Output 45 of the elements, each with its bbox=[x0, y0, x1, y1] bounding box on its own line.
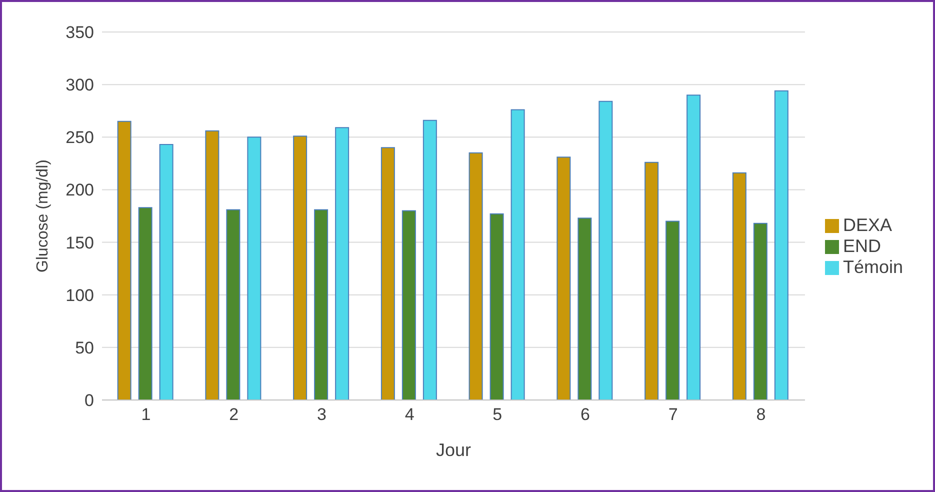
y-tick-label: 150 bbox=[66, 233, 94, 252]
bar bbox=[293, 136, 308, 400]
y-tick-label: 100 bbox=[66, 286, 94, 305]
y-tick-label: 0 bbox=[84, 391, 94, 410]
y-tick-label: 250 bbox=[66, 128, 94, 148]
bar bbox=[380, 147, 395, 400]
legend-label: DEXA bbox=[842, 214, 892, 234]
bar bbox=[468, 152, 483, 400]
bar bbox=[666, 220, 680, 400]
x-tick-label: 4 bbox=[404, 405, 414, 424]
bar bbox=[159, 144, 174, 400]
x-tick-label: 2 bbox=[229, 405, 239, 424]
x-tick-label: 6 bbox=[580, 405, 590, 424]
y-tick-label: 300 bbox=[66, 76, 94, 95]
bar bbox=[774, 90, 788, 400]
bar bbox=[117, 120, 132, 400]
y-axis-title: Glucose (mg/dl) bbox=[34, 160, 52, 272]
bar bbox=[490, 213, 504, 400]
bar bbox=[732, 172, 746, 400]
bar bbox=[422, 120, 437, 400]
bar bbox=[686, 94, 701, 400]
x-tick-label: 5 bbox=[492, 405, 502, 424]
x-axis-title: Jour bbox=[436, 440, 471, 460]
bar bbox=[753, 222, 768, 400]
x-tick-label: 1 bbox=[141, 405, 151, 424]
bar bbox=[138, 207, 152, 400]
bar bbox=[402, 210, 416, 400]
bar bbox=[226, 209, 240, 400]
bar bbox=[205, 130, 220, 400]
y-tick-label: 350 bbox=[66, 23, 94, 42]
y-tick-label: 200 bbox=[66, 180, 94, 200]
bar bbox=[578, 218, 592, 400]
bar bbox=[510, 109, 525, 400]
bar bbox=[598, 100, 613, 400]
legend-label: Témoin bbox=[842, 256, 903, 276]
x-tick-label: 3 bbox=[316, 405, 326, 424]
bar bbox=[556, 156, 571, 400]
bar bbox=[644, 162, 659, 400]
bar bbox=[335, 127, 350, 400]
x-tick-label: 7 bbox=[668, 405, 678, 424]
legend-label: END bbox=[842, 236, 881, 256]
bar bbox=[247, 136, 262, 400]
bar bbox=[314, 209, 328, 400]
y-tick-label: 50 bbox=[75, 338, 94, 358]
x-tick-label: 8 bbox=[756, 405, 766, 424]
